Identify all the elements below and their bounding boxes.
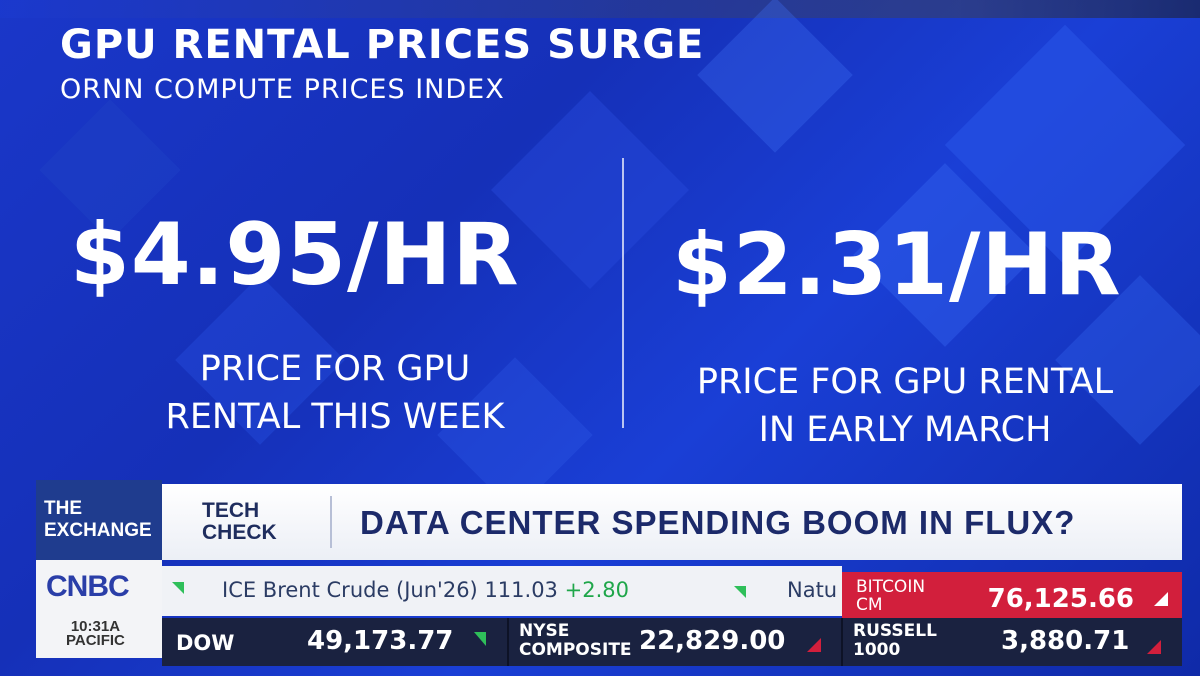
up-arrow-icon: [734, 586, 746, 598]
quote-russell: RUSSELL 1000 3,880.71: [843, 618, 1182, 666]
bitcoin-quote: BITCOIN CM 76,125.66: [842, 572, 1182, 622]
down-arrow-icon: [1154, 592, 1168, 606]
quote-separator: [841, 618, 843, 666]
price-early-march-label: PRICE FOR GPU RENTAL IN EARLY MARCH: [640, 358, 1170, 454]
crawl-change: +2.80: [564, 578, 629, 602]
quote-value: 3,880.71: [1001, 626, 1130, 656]
headline-text: DATA CENTER SPENDING BOOM IN FLUX?: [360, 504, 1076, 541]
crawl-name: ICE Brent Crude (Jun'26): [222, 578, 478, 602]
up-arrow-icon: [474, 632, 486, 646]
tv-bezel-top: [0, 0, 1200, 18]
quote-name: DOW: [176, 631, 235, 655]
quote-nyse: NYSE COMPOSITE 22,829.00: [509, 618, 841, 666]
quote-separator: [507, 618, 509, 666]
desc-line: PRICE FOR GPU: [199, 349, 471, 389]
segment-label: TECH CHECK: [202, 500, 277, 544]
cnbc-logo: CNBC: [46, 570, 130, 603]
graphic-subtitle: ORNN COMPUTE PRICES INDEX: [60, 74, 505, 105]
price-this-week: $4.95/HR: [70, 205, 520, 305]
headline-banner: TECH CHECK DATA CENTER SPENDING BOOM IN …: [162, 484, 1182, 560]
bitcoin-label-line: BITCOIN: [856, 577, 926, 597]
show-name-line: EXCHANGE: [44, 520, 152, 541]
desc-line: RENTAL THIS WEEK: [165, 397, 505, 437]
quote-name: RUSSELL 1000: [853, 622, 937, 660]
quote-dow: DOW 49,173.77: [162, 618, 507, 666]
down-arrow-icon: [1147, 640, 1161, 654]
index-quotes: DOW 49,173.77 NYSE COMPOSITE 22,829.00 R…: [162, 618, 1182, 666]
quote-name-line: NYSE: [519, 621, 570, 641]
desc-line: PRICE FOR GPU RENTAL: [696, 362, 1114, 402]
segment-line: TECH: [202, 499, 260, 522]
bg-cube: [491, 91, 689, 289]
bitcoin-label: BITCOIN CM: [856, 578, 925, 614]
clock-time: 10:31A: [70, 618, 121, 635]
quote-value: 22,829.00: [639, 626, 786, 656]
quote-value: 49,173.77: [307, 626, 454, 656]
up-arrow-icon: [172, 582, 184, 594]
quote-name-line: COMPOSITE: [519, 640, 632, 660]
crawl-next-item: Natu: [787, 578, 838, 602]
down-arrow-icon: [807, 638, 821, 652]
bitcoin-label-line: CM: [856, 595, 883, 615]
price-early-march: $2.31/HR: [672, 215, 1122, 315]
banner-divider: [330, 496, 332, 548]
desc-line: IN EARLY MARCH: [758, 410, 1052, 450]
show-name-line: THE: [44, 498, 82, 519]
column-divider: [622, 158, 624, 428]
clock-zone: PACIFIC: [66, 632, 125, 649]
segment-line: CHECK: [202, 521, 277, 544]
network-logo-box: CNBC 10:31A PACIFIC: [36, 560, 162, 658]
graphic-title: GPU RENTAL PRICES SURGE: [60, 22, 705, 68]
crawl-item: ICE Brent Crude (Jun'26) 111.03 +2.80: [222, 578, 629, 602]
quote-name: NYSE COMPOSITE: [519, 622, 632, 660]
show-name-box: THE EXCHANGE: [36, 480, 162, 560]
bitcoin-value: 76,125.66: [987, 584, 1134, 614]
clock: 10:31A PACIFIC: [66, 618, 125, 649]
price-this-week-label: PRICE FOR GPU RENTAL THIS WEEK: [100, 345, 570, 441]
crawl-value: 111.03: [484, 578, 558, 602]
quote-name-line: RUSSELL: [853, 621, 937, 641]
quote-name-line: 1000: [853, 640, 901, 660]
ticker-crawl: ICE Brent Crude (Jun'26) 111.03 +2.80 Na…: [162, 566, 842, 616]
bg-cube: [697, 0, 853, 153]
